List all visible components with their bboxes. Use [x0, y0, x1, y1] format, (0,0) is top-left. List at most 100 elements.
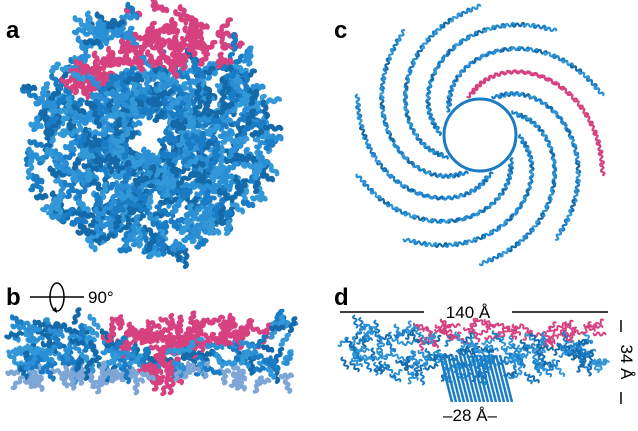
- helix: [245, 73, 248, 89]
- helix: [372, 154, 380, 164]
- helix: [585, 322, 591, 332]
- helix: [30, 141, 42, 146]
- helix: [186, 212, 197, 216]
- helix: [541, 346, 553, 350]
- helix: [35, 321, 45, 325]
- helix: [594, 332, 606, 335]
- panel-label: a: [6, 17, 20, 44]
- helix: [398, 30, 404, 41]
- helix: [490, 254, 500, 261]
- helix: [263, 346, 272, 351]
- helix: [24, 86, 35, 90]
- helix: [120, 248, 130, 251]
- helix: [444, 99, 516, 171]
- helix: [67, 372, 82, 375]
- helix: [31, 123, 42, 127]
- helix: [123, 119, 126, 130]
- helix: [158, 6, 167, 11]
- helix: [200, 54, 208, 64]
- helix: [226, 164, 236, 172]
- helix: [71, 340, 83, 344]
- helix: [341, 358, 348, 369]
- helix: [194, 173, 204, 177]
- helix: [148, 197, 152, 209]
- width-label: 140 Å: [446, 303, 491, 322]
- panel-label: c: [334, 17, 347, 44]
- helix: [44, 104, 56, 107]
- helix: [144, 82, 149, 97]
- helix: [469, 5, 480, 12]
- helix: [208, 345, 223, 349]
- helix: [189, 342, 194, 351]
- helix: [77, 185, 88, 198]
- helix: [226, 221, 230, 234]
- helix: [140, 109, 153, 112]
- helix: [135, 178, 147, 182]
- helix: [121, 15, 135, 18]
- helix: [264, 98, 280, 103]
- helix: [189, 41, 194, 50]
- helix: [115, 217, 119, 228]
- helix: [221, 60, 231, 63]
- helix: [257, 335, 266, 346]
- helix: [13, 377, 23, 388]
- helix: [101, 363, 105, 373]
- helix: [177, 326, 181, 337]
- helix: [55, 337, 61, 346]
- helix: [482, 339, 494, 344]
- helix: [509, 336, 512, 348]
- helix: [201, 133, 205, 146]
- helix: [231, 89, 235, 99]
- helix: [51, 64, 59, 72]
- helix: [426, 365, 438, 370]
- helix: [243, 202, 253, 206]
- helix: [556, 366, 564, 376]
- helix: [156, 37, 159, 48]
- helix: [87, 170, 90, 181]
- helix: [192, 185, 210, 188]
- panel-label: d: [334, 284, 349, 311]
- helix: [36, 195, 46, 198]
- helix: [193, 60, 197, 71]
- helix: [174, 244, 183, 248]
- helix: [556, 229, 562, 240]
- helix: [192, 321, 204, 324]
- helix: [111, 114, 124, 117]
- helix: [525, 373, 532, 384]
- helix: [57, 194, 61, 209]
- helix: [116, 119, 120, 134]
- helix: [285, 380, 291, 392]
- height-label: 34 Å: [617, 345, 636, 381]
- helix: [223, 372, 226, 384]
- helix: [360, 338, 372, 341]
- helix: [159, 51, 163, 64]
- helix: [222, 173, 232, 177]
- helix: [252, 131, 262, 135]
- helix: [353, 316, 358, 328]
- helix: [561, 87, 571, 94]
- helix: [219, 20, 231, 33]
- helix: [79, 213, 94, 217]
- helix: [85, 40, 99, 43]
- helix: [500, 249, 510, 257]
- helix: [172, 124, 184, 128]
- helix: [252, 328, 265, 333]
- helix: [357, 175, 366, 184]
- helix: [233, 332, 239, 342]
- helix: [96, 23, 100, 33]
- helix: [80, 154, 93, 158]
- helix: [225, 362, 235, 365]
- helix: [253, 85, 264, 88]
- helix: [377, 162, 386, 171]
- helix: [236, 138, 248, 142]
- helix: [153, 0, 156, 10]
- helix: [554, 82, 564, 89]
- helix: [7, 371, 18, 374]
- helix: [450, 13, 460, 21]
- helix: [383, 169, 392, 177]
- helix: [96, 194, 101, 204]
- helix: [205, 192, 209, 204]
- helix: [479, 328, 490, 335]
- helix: [271, 327, 284, 330]
- helix: [89, 372, 94, 385]
